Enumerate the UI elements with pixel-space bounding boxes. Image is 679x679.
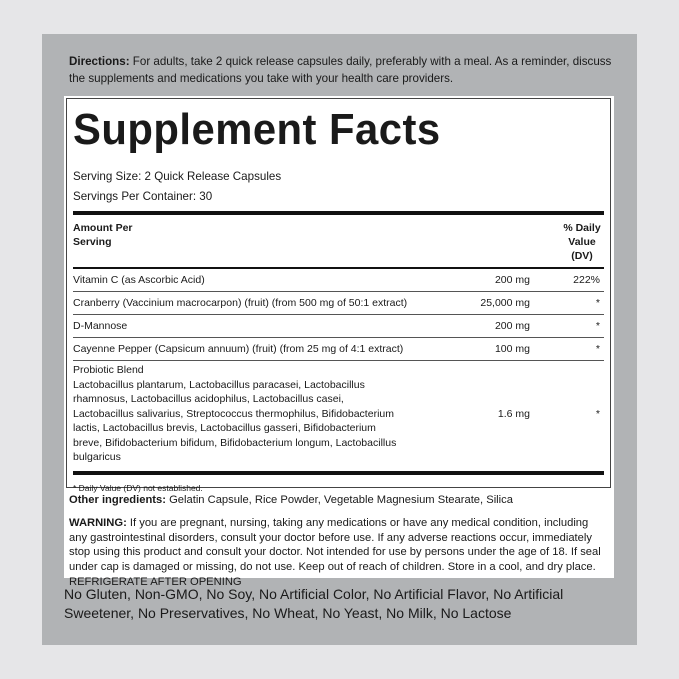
- warning-label: WARNING:: [69, 517, 127, 529]
- directions-label: Directions:: [69, 55, 130, 68]
- divider: [73, 267, 604, 269]
- directions: Directions: For adults, take 2 quick rel…: [69, 53, 614, 87]
- header-dv: % Daily Value (DV): [563, 222, 601, 262]
- servings-per-container: Servings Per Container: 30: [73, 190, 213, 203]
- free-from-claims: No Gluten, Non-GMO, No Soy, No Artificia…: [64, 586, 564, 621]
- facts-row-probiotic: Probiotic Blend Lactobacillus plantarum, …: [73, 361, 604, 471]
- ingredient-name: Probiotic Blend: [73, 364, 144, 376]
- facts-row: D-Mannose 200 mg *: [73, 315, 604, 338]
- facts-row: Cranberry (Vaccinium macrocarpon) (fruit…: [73, 292, 604, 315]
- ingredient-amount: 25,000 mg: [480, 296, 530, 309]
- other-label: Other ingredients:: [69, 494, 166, 506]
- ingredient-amount: 200 mg: [494, 273, 530, 286]
- ingredient-amount: 1.6 mg: [497, 407, 530, 420]
- ingredient-dv: 222%: [573, 273, 600, 286]
- supplement-facts-box: Supplement Facts Serving Size: 2 Quick R…: [66, 98, 611, 493]
- facts-row: Cayenne Pepper (Capsicum annuum) (fruit)…: [73, 338, 604, 361]
- divider-thick: [73, 470, 604, 475]
- directions-text: For adults, take 2 quick release capsule…: [69, 55, 612, 85]
- divider-thick: [73, 211, 604, 215]
- other-ingredients: Other ingredients: Gelatin Capsule, Rice…: [69, 494, 513, 506]
- serving-size: Serving Size: 2 Quick Release Capsules: [73, 170, 282, 183]
- warning: WARNING: If you are pregnant, nursing, t…: [69, 516, 609, 590]
- other-text: Gelatin Capsule, Rice Powder, Vegetable …: [165, 494, 513, 506]
- ingredient-dv: *: [595, 342, 600, 355]
- header-amount: Amount Per Serving: [73, 222, 133, 248]
- ingredient-amount: 100 mg: [494, 342, 530, 355]
- probiotic-cell: Probiotic Blend Lactobacillus plantarum, …: [73, 363, 440, 465]
- ingredient-name: Cranberry (Vaccinium macrocarpon) (fruit…: [73, 296, 408, 309]
- ingredient-name: Vitamin C (as Ascorbic Acid): [73, 273, 205, 286]
- footnote: * Daily Value (DV) not established.: [73, 482, 203, 493]
- ingredient-amount: 200 mg: [494, 319, 530, 332]
- facts-title: Supplement Facts: [73, 105, 441, 154]
- ingredient-name: Cayenne Pepper (Capsicum annuum) (fruit)…: [73, 342, 404, 355]
- ingredient-dv: *: [595, 407, 600, 420]
- ingredient-name: D-Mannose: [73, 319, 128, 332]
- probiotic-strains: Lactobacillus plantarum, Lactobacillus p…: [73, 378, 397, 464]
- warning-text: If you are pregnant, nursing, taking any…: [69, 517, 601, 588]
- facts-header: Amount Per Serving % Daily Value (DV): [73, 215, 604, 267]
- ingredient-dv: *: [595, 296, 600, 309]
- ingredient-dv: *: [595, 319, 600, 332]
- facts-row: Vitamin C (as Ascorbic Acid) 200 mg 222%: [73, 269, 604, 292]
